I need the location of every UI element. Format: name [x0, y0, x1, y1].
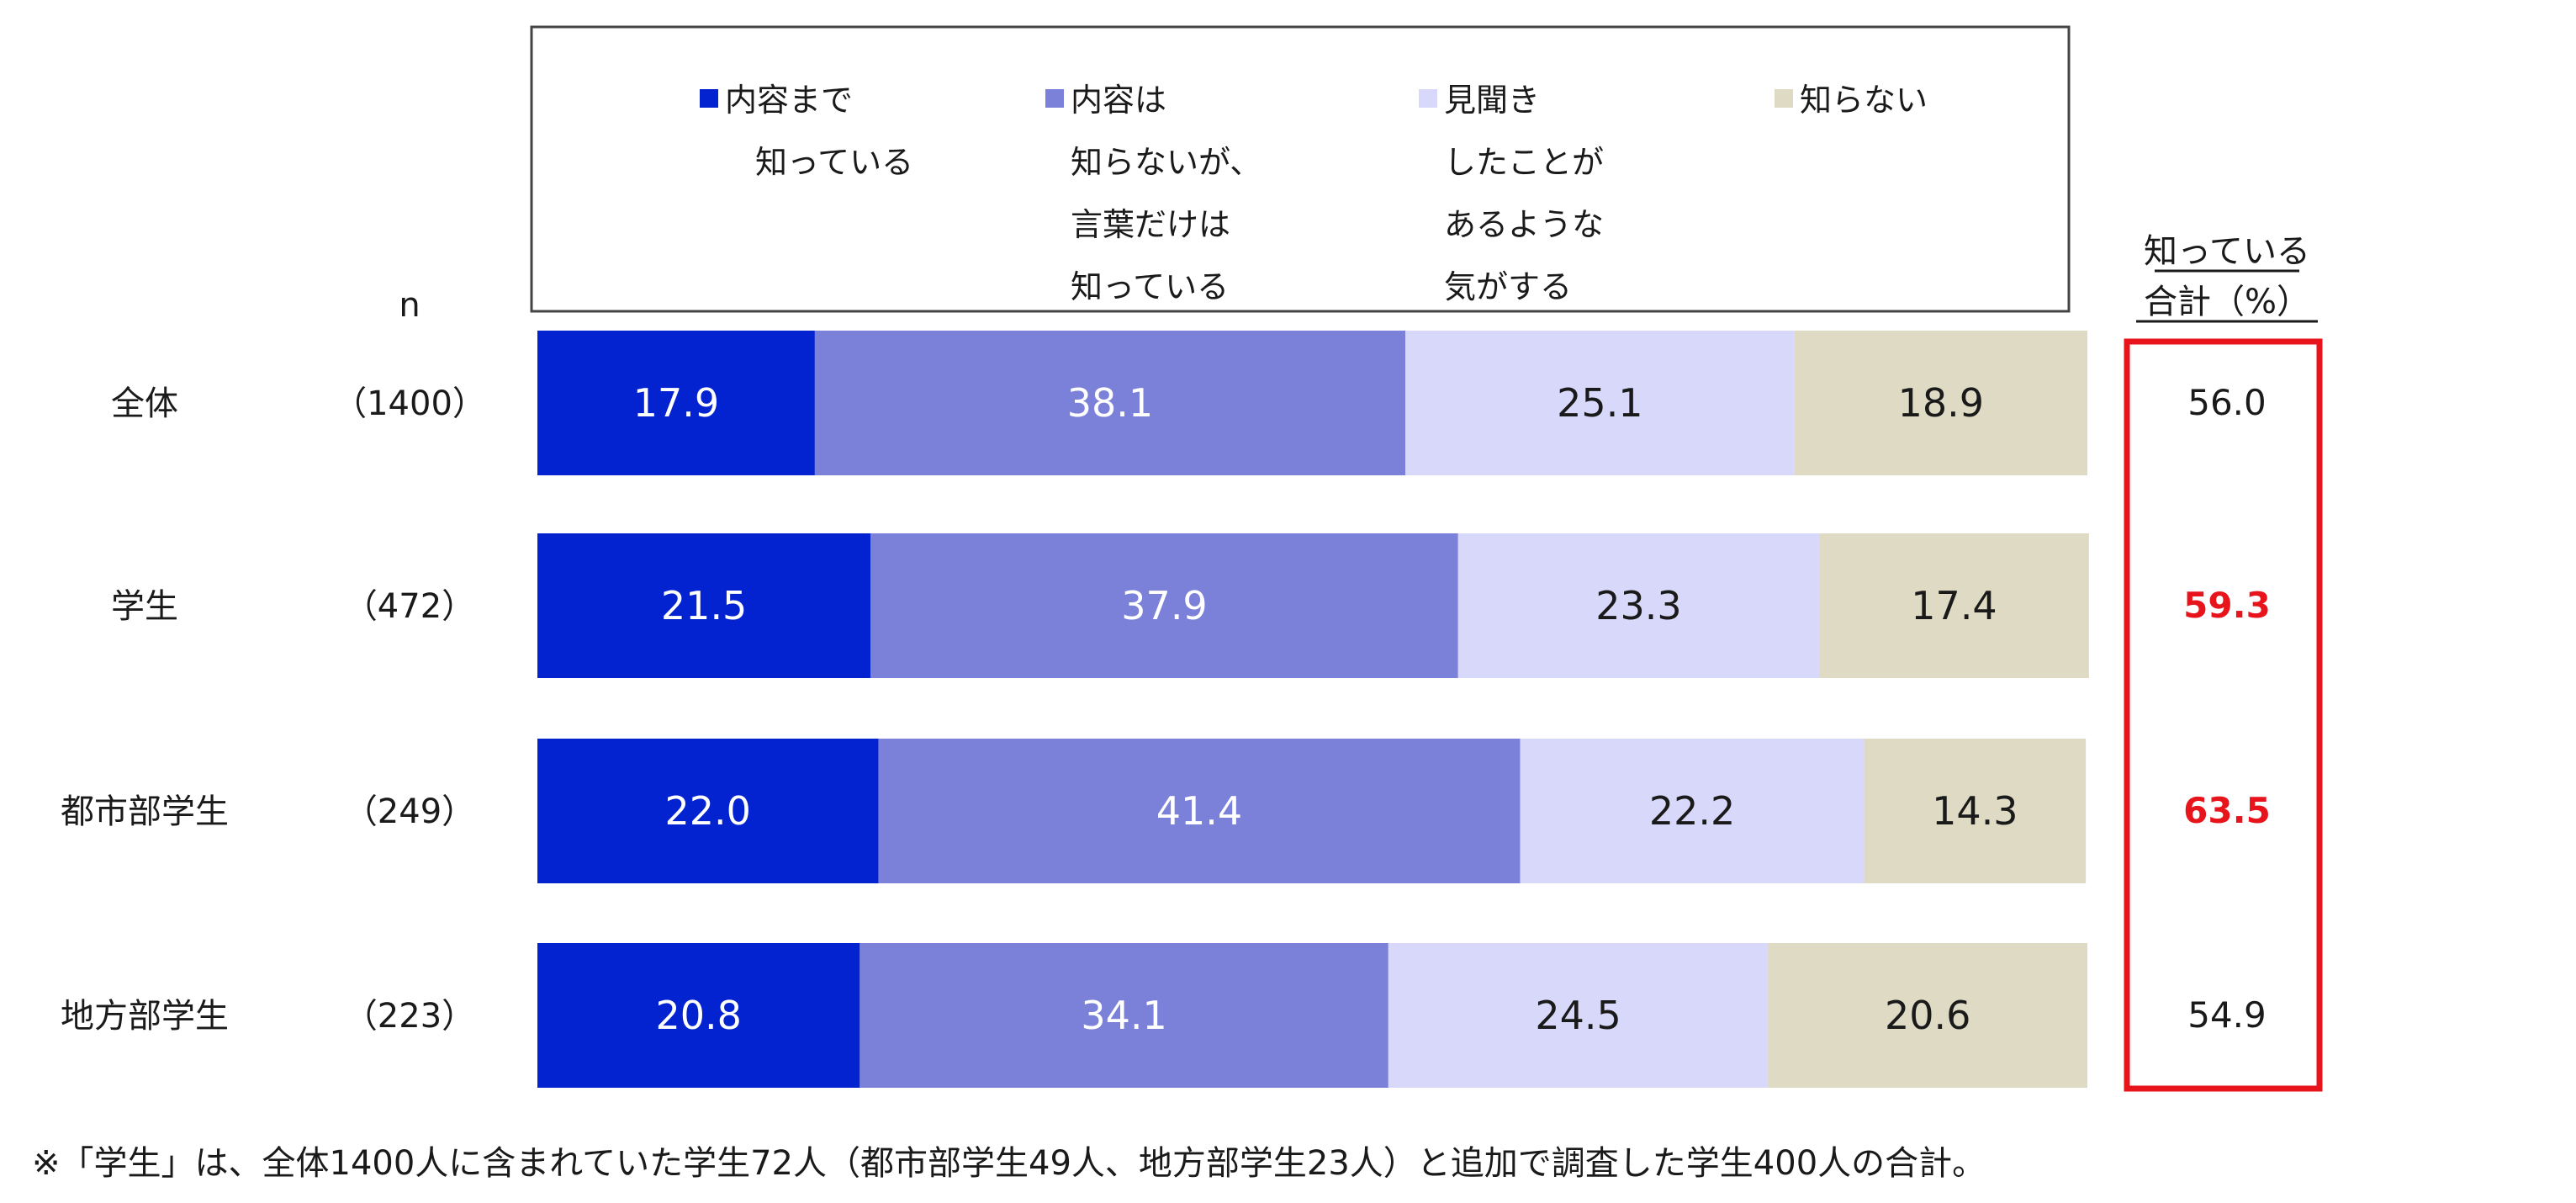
bar-segment: [1388, 943, 1769, 1088]
data-label: 34.1: [1081, 993, 1166, 1038]
legend-swatch: [1045, 89, 1064, 108]
bar-row: 全体 （1400） 17.9 38.1 25.1 18.9 56.0: [111, 331, 2267, 475]
totals-highlight-box: [2124, 338, 2323, 1092]
bar-segment: [1457, 533, 1820, 678]
category-label: 全体: [111, 384, 178, 423]
data-label: 18.9: [1898, 380, 1984, 426]
data-label: 22.0: [665, 788, 751, 834]
bar-segment: [878, 739, 1521, 883]
data-label: 41.4: [1156, 788, 1242, 834]
bar-segment: [537, 533, 871, 678]
legend-item: 知らない: [1775, 82, 1928, 119]
total-value: 63.5: [2183, 790, 2271, 831]
legend-swatch: [700, 89, 718, 108]
legend-label: したことが: [1444, 144, 1604, 181]
totals-header-line1: 知っている: [2144, 232, 2310, 271]
legend-box: [530, 25, 2071, 313]
legend-label: 見聞き: [1444, 82, 1540, 119]
bar-segment: [814, 331, 1406, 475]
bar-segment: [1768, 943, 2087, 1088]
bar-segment: [537, 739, 879, 883]
bar-segment: [1520, 739, 1865, 883]
bar-segment: [537, 331, 815, 475]
legend-label: 知っている: [755, 144, 913, 181]
totals-header-line2: 合計（%）: [2144, 283, 2310, 321]
data-label: 23.3: [1595, 583, 1681, 628]
legend-label: 知っている: [1071, 268, 1229, 305]
data-label: 20.8: [655, 993, 741, 1038]
category-label: 学生: [111, 587, 178, 626]
legend-label: 言葉だけは: [1071, 206, 1230, 243]
bar-rows: 全体 （1400） 17.9 38.1 25.1 18.9 56.0 学生 （472） 21.5 3…: [61, 331, 2271, 1088]
legend-label: あるような: [1444, 206, 1604, 243]
legend-label: 気がする: [1444, 268, 1572, 305]
bar-row: 地方部学生 （223） 20.8 34.1 24.5 20.6 54.9: [61, 943, 2267, 1088]
data-label: 25.1: [1557, 380, 1642, 426]
data-label: 38.1: [1067, 380, 1153, 426]
data-label: 17.4: [1911, 583, 1997, 628]
n-label: （472）: [344, 587, 475, 626]
data-label: 21.5: [661, 583, 747, 628]
data-label: 22.2: [1649, 788, 1735, 834]
n-label: （1400）: [333, 384, 486, 423]
legend-swatch: [1419, 89, 1437, 108]
legend: 内容まで知っている内容は知らないが、言葉だけは知っている見聞きしたことがあるよう…: [700, 82, 1928, 305]
n-label: （249）: [344, 792, 475, 831]
total-value: 54.9: [2187, 994, 2267, 1036]
data-label: 37.9: [1121, 583, 1207, 628]
legend-label: 内容まで: [725, 82, 853, 119]
legend-label: 内容は: [1071, 82, 1166, 119]
category-label: 地方部学生: [61, 997, 229, 1036]
legend-label: 知らない: [1800, 82, 1928, 119]
bar-segment: [1405, 331, 1795, 475]
legend-label: 知らないが、: [1071, 144, 1262, 181]
footnote: ※「学生」は、全体1400人に含まれていた学生72人（都市部学生49人、地方部学…: [32, 1144, 1986, 1183]
total-value: 56.0: [2187, 382, 2267, 423]
bar-segment: [1864, 739, 2087, 883]
data-label: 24.5: [1535, 993, 1621, 1038]
legend-swatch: [1775, 89, 1793, 108]
data-label: 17.9: [633, 380, 719, 426]
bar-row: 学生 （472） 21.5 37.9 23.3 17.4 59.3: [111, 533, 2271, 678]
bar-row: 都市部学生 （249） 22.0 41.4 22.2 14.3 63.5: [61, 739, 2271, 883]
n-header: n: [399, 286, 420, 325]
category-label: 都市部学生: [61, 792, 229, 831]
data-label: 20.6: [1885, 993, 1970, 1038]
n-label: （223）: [344, 997, 475, 1036]
data-label: 14.3: [1932, 788, 2018, 834]
bar-segment: [537, 943, 860, 1088]
bar-segment: [870, 533, 1458, 678]
total-value: 59.3: [2183, 585, 2271, 626]
bar-segment: [1794, 331, 2087, 475]
bar-segment: [1819, 533, 2089, 678]
bar-segment: [860, 943, 1389, 1088]
